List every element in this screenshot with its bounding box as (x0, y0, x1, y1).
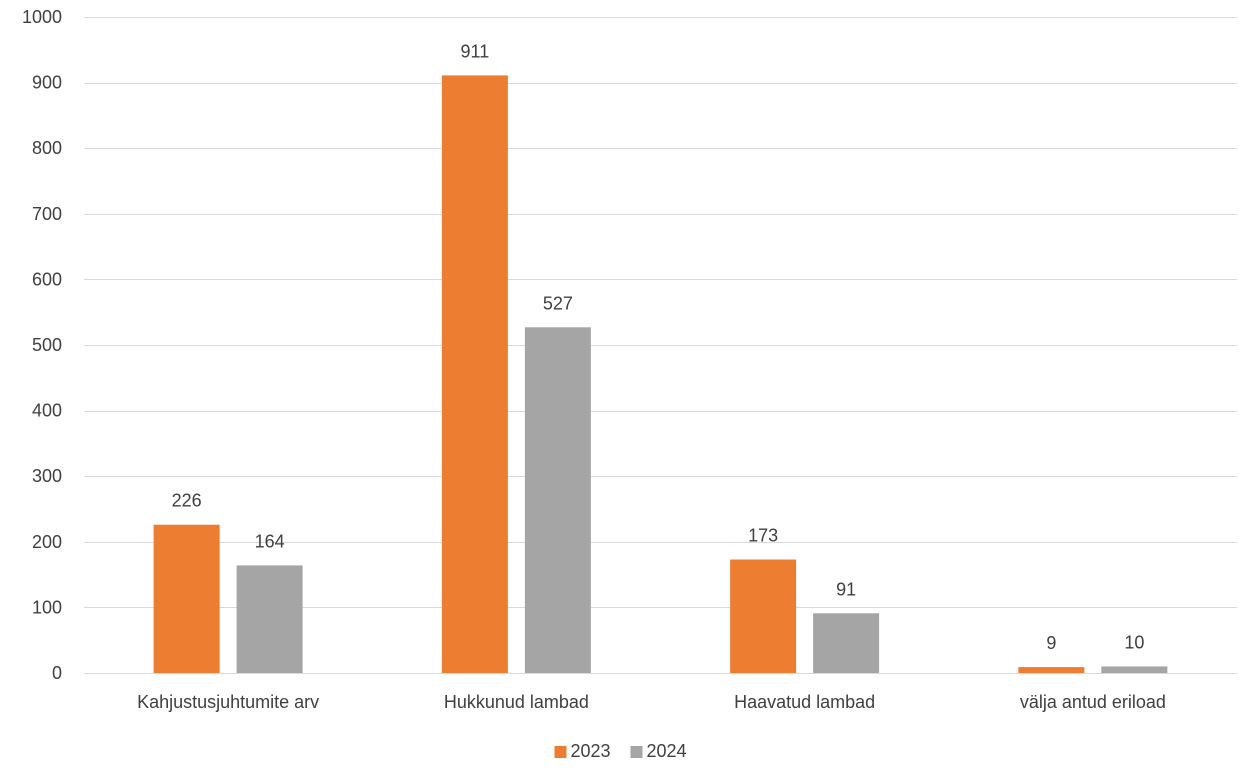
x-category-label: Hukkunud lambad (444, 692, 589, 712)
y-tick-label: 900 (32, 73, 62, 93)
y-tick-label: 1000 (22, 7, 62, 27)
data-label: 91 (836, 579, 856, 599)
bar-2023 (153, 524, 220, 673)
bar-2023 (441, 75, 508, 673)
data-label: 173 (748, 526, 778, 546)
y-tick-label: 800 (32, 138, 62, 158)
x-category-label: Kahjustusjuhtumite arv (137, 692, 319, 712)
data-label: 527 (543, 293, 573, 313)
data-label: 164 (255, 531, 285, 551)
y-tick-label: 100 (32, 597, 62, 617)
bar-2024 (524, 327, 591, 673)
x-axis-category-labels: Kahjustusjuhtumite arv Hukkunud lambad Haa… (137, 692, 1166, 712)
y-tick-label: 700 (32, 204, 62, 224)
bar-2024 (1101, 666, 1168, 673)
x-category-label: välja antud eriload (1020, 692, 1166, 712)
legend-swatch-2023 (554, 746, 567, 758)
y-tick-label: 500 (32, 335, 62, 355)
y-tick-label: 400 (32, 401, 62, 421)
bar-2023 (730, 559, 797, 673)
legend-swatch-2024 (630, 746, 643, 758)
y-tick-label: 600 (32, 269, 62, 289)
y-tick-label: 300 (32, 466, 62, 486)
legend-label: 2024 (647, 741, 687, 761)
y-tick-label: 0 (52, 663, 62, 683)
data-label: 226 (172, 491, 202, 511)
y-axis-tick-labels: 0 100 200 300 400 500 600 700 800 900 1000 (22, 7, 62, 683)
y-tick-label: 200 (32, 532, 62, 552)
x-category-label: Haavatud lambad (734, 692, 875, 712)
data-label: 10 (1124, 632, 1144, 652)
data-label: 911 (461, 41, 490, 61)
bar-2024 (813, 613, 880, 673)
legend: 2023 2024 (554, 741, 687, 761)
data-labels: 226 164 911 527 173 91 9 10 (172, 41, 1145, 653)
bar-2024 (236, 565, 303, 673)
bar-2023 (1018, 667, 1085, 673)
data-label: 9 (1046, 633, 1056, 653)
bars (153, 75, 1168, 673)
legend-label: 2023 (571, 741, 611, 761)
